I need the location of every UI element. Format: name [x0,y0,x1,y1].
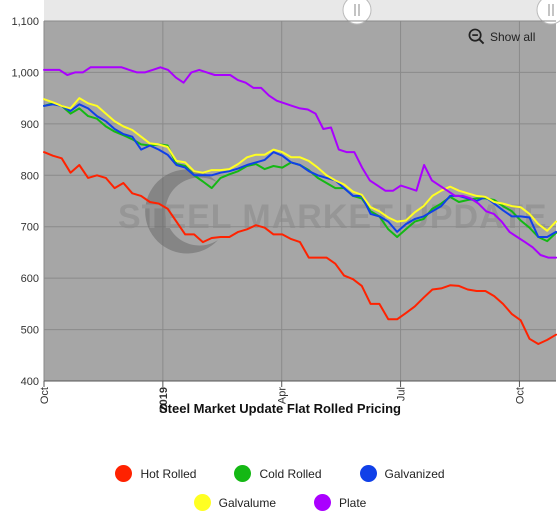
legend-item-galvalume[interactable]: Galvalume [193,494,276,511]
y-tick-label: 600 [21,273,39,285]
x-tick-label: Apr [277,387,289,404]
show-all-button[interactable]: Show all [468,28,535,45]
x-tick-label: Jul [396,387,408,401]
y-tick-label: 700 [21,222,39,234]
zoom-out-icon [468,28,485,45]
grid-lines [43,20,556,381]
legend-item-galvanized[interactable]: Galvanized [359,465,445,482]
y-tick-label: 800 [21,170,39,182]
navigator-strip [44,0,556,21]
y-tick-label: 400 [21,376,39,388]
cold-rolled-marker [234,465,252,482]
navigator-handle-right[interactable] [536,0,560,25]
series-line-plate [43,66,557,259]
legend-label-galvanized: Galvanized [384,466,445,481]
x-tick-label: 2019 [158,387,170,411]
legend-label-galvalume: Galvalume [218,495,276,510]
navigator-handle-left[interactable] [342,0,372,25]
y-tick-label: 500 [21,325,39,337]
plate-marker [314,494,331,511]
galvalume-marker [193,494,211,511]
legend-label-cold-rolled: Cold Rolled [259,466,322,481]
x-tick-label: Oct [514,387,526,404]
legend-item-hot-rolled[interactable]: Hot Rolled [115,465,196,482]
chart-title: Steel Market Update Flat Rolled Pricing [159,401,401,416]
show-all-label: Show all [490,29,536,44]
y-tick-label: 1,100 [11,16,39,28]
axes: 400 500 600 700 800 900 1,000 1,100 Oct 2019 Apr Ju… [11,16,556,411]
series-line-galvalume [43,97,557,232]
x-tick-label: Oct [39,387,51,404]
y-tick-label: 900 [21,119,39,131]
legend-item-plate[interactable]: Plate [314,494,366,511]
legend-label-hot-rolled: Hot Rolled [140,466,197,481]
svg-text:STEEL MARKET UPDATE: STEEL MARKET UPDATE [118,198,548,236]
hot-rolled-marker [115,465,133,482]
series-lines [43,66,557,345]
legend-row-2: Galvalume Plate [0,494,560,511]
plot-background [44,21,556,381]
legend-item-cold-rolled[interactable]: Cold Rolled [234,465,322,482]
galvanized-marker [359,465,377,482]
y-tick-label: 1,000 [11,67,39,79]
legend-row-1: Hot Rolled Cold Rolled Galvanized [0,465,560,482]
watermark-logo: STEEL MARKET UPDATE [118,169,548,254]
legend-label-plate: Plate [339,495,367,510]
series-line-hot-rolled [43,151,557,345]
